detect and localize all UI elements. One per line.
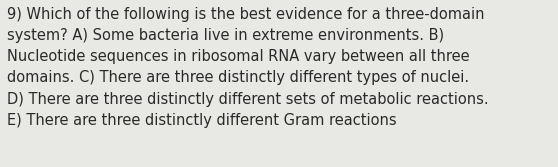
- Text: 9) Which of the following is the best evidence for a three-domain
system? A) Som: 9) Which of the following is the best ev…: [7, 7, 489, 128]
